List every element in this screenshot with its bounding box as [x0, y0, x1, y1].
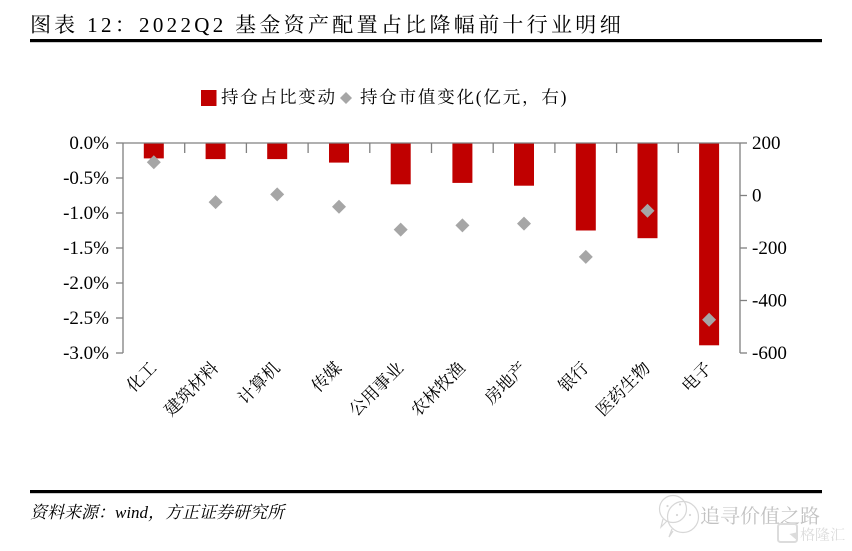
svg-text:-600: -600 [752, 343, 787, 364]
svg-text:格隆汇: 格隆汇 [800, 527, 845, 544]
svg-text:图表 12：2022Q2 基金资产配置占比降幅前十行业明细: 图表 12：2022Q2 基金资产配置占比降幅前十行业明细 [30, 13, 624, 37]
svg-text:-1.5%: -1.5% [63, 238, 109, 259]
svg-text:200: 200 [752, 133, 781, 154]
svg-text:-2.0%: -2.0% [63, 273, 109, 294]
svg-text:-200: -200 [752, 238, 787, 259]
svg-text:持仓占比变动: 持仓占比变动 [221, 87, 337, 107]
svg-text:-3.0%: -3.0% [63, 343, 109, 364]
svg-text:-400: -400 [752, 291, 787, 312]
svg-text:资料来源：wind，方正证券研究所: 资料来源：wind，方正证券研究所 [30, 503, 287, 522]
svg-text:0: 0 [752, 186, 762, 207]
svg-text:0.0%: 0.0% [69, 133, 109, 154]
svg-text:-1.0%: -1.0% [63, 203, 109, 224]
svg-text:持仓市值变化(亿元，右): 持仓市值变化(亿元，右) [360, 87, 568, 107]
svg-text:追寻价值之路: 追寻价值之路 [700, 506, 820, 528]
svg-text:-0.5%: -0.5% [63, 168, 109, 189]
svg-text:-2.5%: -2.5% [63, 308, 109, 329]
